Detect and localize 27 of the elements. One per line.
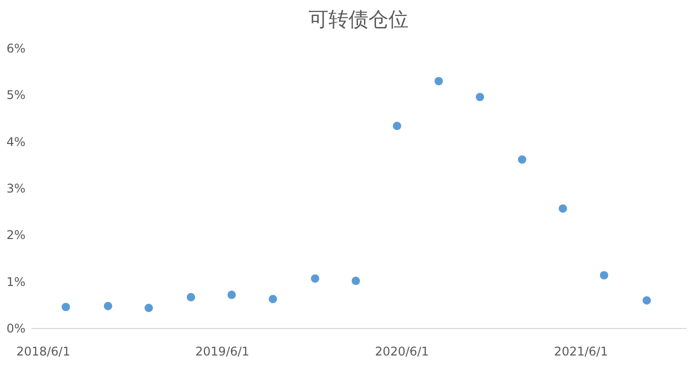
y-tick-label: 0%	[6, 322, 26, 336]
point	[352, 276, 360, 286]
point	[227, 290, 236, 300]
y-tick-label: 5%	[6, 88, 26, 102]
y-tick-label: 3%	[6, 182, 26, 196]
y-tick-label: 2%	[6, 228, 26, 242]
x-tick-label: 2019/6/1	[195, 344, 250, 358]
point	[642, 296, 651, 305]
point	[62, 302, 70, 312]
point	[600, 271, 608, 280]
point	[310, 274, 320, 283]
point	[558, 204, 568, 213]
point	[144, 304, 153, 312]
point	[518, 155, 526, 164]
y-tick-label: 4%	[6, 134, 26, 149]
y-tick-label: 6%	[6, 42, 26, 56]
point	[476, 92, 484, 102]
y-tick-label: 1%	[6, 274, 26, 289]
point	[268, 294, 278, 304]
point	[104, 302, 112, 310]
point	[434, 76, 443, 86]
x-tick-label: 2018/6/1	[16, 344, 70, 358]
x-tick-label: 2021/6/1	[554, 344, 608, 358]
point	[392, 122, 402, 130]
chart-title: 可转债仓位	[308, 7, 408, 31]
x-tick-label: 2020/6/1	[374, 344, 429, 358]
point	[186, 293, 196, 302]
